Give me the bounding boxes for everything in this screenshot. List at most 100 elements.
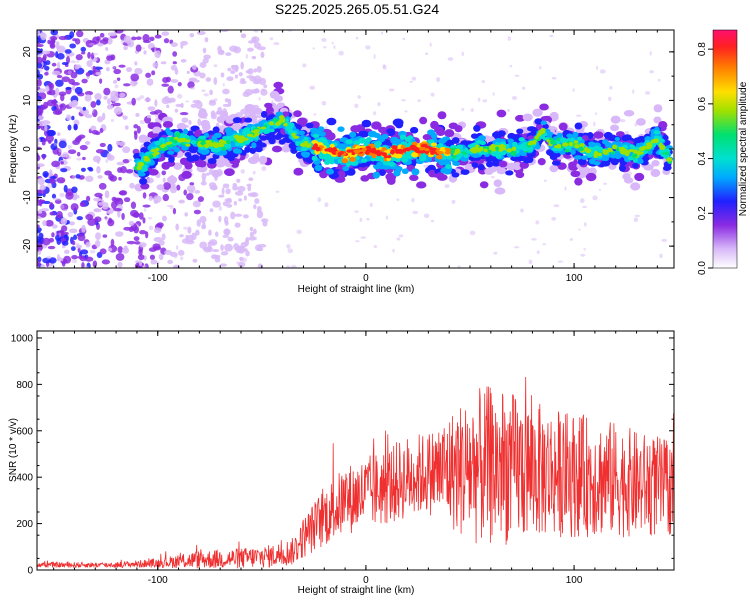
spectrogram-speckle	[220, 251, 229, 256]
spectrogram-ridge-blob	[254, 146, 263, 153]
spectrogram-ridge-blob	[500, 144, 506, 148]
spectrogram-speckle	[225, 52, 232, 57]
spectrogram-ridge-blob	[573, 155, 583, 160]
spectrogram-ridge-blob	[498, 160, 508, 168]
spectrogram-speckle	[210, 254, 218, 260]
spectrogram-speckle	[125, 169, 134, 174]
spectrogram-speckle	[81, 51, 86, 55]
spectrogram-speckle	[49, 202, 54, 209]
spectrogram-speckle	[134, 241, 141, 245]
spectrogram-ridge-blob	[152, 126, 162, 135]
spectrogram-noise	[608, 96, 612, 102]
spectrogram-noise	[203, 93, 209, 97]
spectrogram-noise	[355, 240, 360, 243]
spectrogram-speckle	[131, 36, 137, 41]
spectrogram-speckle	[104, 190, 110, 199]
spectrogram-speckle	[80, 249, 89, 255]
spectrogram-speckle	[61, 61, 69, 66]
spectrogram-noise	[37, 211, 43, 215]
spectrogram-speckle	[162, 177, 166, 183]
spectrogram-speckle	[233, 201, 237, 206]
spectrogram-noise	[153, 47, 157, 53]
spectrogram-noise	[251, 89, 257, 94]
spectrogram-speckle	[257, 46, 266, 51]
spectrogram-noise	[365, 45, 371, 50]
spectrogram-ridge-blob	[244, 104, 256, 113]
spectrogram-noise	[481, 80, 486, 83]
spectrogram-ridge-blob	[529, 141, 534, 145]
spectrogram-speckle	[49, 169, 53, 176]
spectrogram-ridge-blob	[578, 146, 584, 152]
spectrogram-speckle	[194, 190, 201, 194]
spectrogram-speckle	[72, 38, 77, 42]
spectrogram-ridge-blob	[551, 147, 559, 152]
spectrogram-speckle	[180, 43, 184, 49]
spectrogram-speckle	[196, 219, 201, 227]
spectrogram-noise	[120, 39, 125, 44]
spectrogram-speckle	[60, 161, 64, 165]
spectrogram-speckle	[149, 36, 155, 42]
spectrogram-ridge-blob	[496, 109, 507, 118]
spectrogram-speckle	[222, 183, 230, 189]
spectrogram-ridge-blob	[138, 162, 144, 167]
spectrogram-speckle	[99, 248, 107, 255]
spectrogram-ridge-blob	[603, 131, 613, 139]
spectrogram-xtick-label: -100	[148, 273, 168, 284]
spectrogram-noise	[261, 166, 267, 172]
spectrogram-ridge-blob	[593, 161, 601, 166]
spectrogram-ridge-blob	[512, 142, 518, 148]
spectrogram-noise	[76, 60, 80, 63]
spectrogram-speckle	[236, 178, 241, 183]
spectrogram-noise	[506, 108, 511, 112]
spectrogram-noise	[62, 151, 69, 156]
spectrogram-ridge-blob	[306, 122, 314, 129]
spectrogram-noise	[401, 99, 406, 102]
spectrogram-speckle	[49, 176, 57, 180]
spectrogram-noise	[564, 186, 567, 191]
spectrogram-speckle	[123, 197, 131, 203]
spectrogram-speckle	[205, 172, 210, 176]
spectrogram-speckle	[116, 161, 125, 166]
spectrogram-ridge-blob	[630, 182, 641, 191]
spectrogram-ridge-blob	[549, 164, 559, 173]
spectrogram-speckle	[117, 261, 123, 268]
spectrogram-ridge-blob	[570, 170, 581, 178]
spectrogram-speckle	[161, 31, 170, 36]
spectrogram-noise	[183, 226, 188, 230]
spectrogram-hotspot	[389, 150, 395, 154]
spectrogram-speckle	[45, 85, 50, 92]
spectrogram-speckle	[161, 233, 166, 241]
spectrogram-speckle	[158, 239, 165, 246]
spectrogram-ridge-blob	[247, 156, 259, 164]
spectrogram-speckle	[116, 77, 121, 81]
spectrogram-noise	[596, 65, 599, 70]
spectrogram-noise	[143, 208, 147, 212]
spectrogram-ridge-blob	[198, 135, 206, 140]
spectrogram-ridge-blob	[485, 161, 494, 168]
spectrogram-noise	[48, 265, 55, 268]
spectrogram-noise	[136, 97, 142, 101]
spectrogram-ridge-blob	[653, 104, 663, 113]
spectrogram-ridge-blob	[573, 140, 579, 144]
spectrogram-speckle	[94, 92, 102, 101]
spectrogram-speckle	[86, 60, 93, 67]
spectrogram-ytick-label: 20	[22, 46, 33, 58]
spectrogram-speckle	[59, 103, 64, 109]
spectrogram-speckle	[213, 77, 218, 85]
spectrogram-speckle	[113, 102, 121, 107]
spectrogram-speckle	[107, 247, 113, 252]
spectrogram-ridge-blob	[539, 103, 549, 111]
spectrogram-speckle	[242, 214, 249, 219]
spectrogram-speckle	[92, 65, 96, 74]
spectrogram-noise	[253, 30, 259, 33]
spectrogram-speckle	[72, 99, 79, 107]
spectrogram-ridge-blob	[574, 144, 580, 149]
spectrogram-speckle	[221, 187, 225, 195]
spectrogram-speckle	[37, 79, 42, 87]
spectrogram-noise	[92, 52, 99, 56]
spectrogram-ridge-blob	[342, 165, 350, 172]
spectrogram-ridge-blob	[253, 129, 260, 133]
spectrogram-noise	[469, 230, 476, 236]
spectrogram-ridge-blob	[189, 148, 198, 154]
spectrogram-ridge-blob	[136, 165, 142, 171]
